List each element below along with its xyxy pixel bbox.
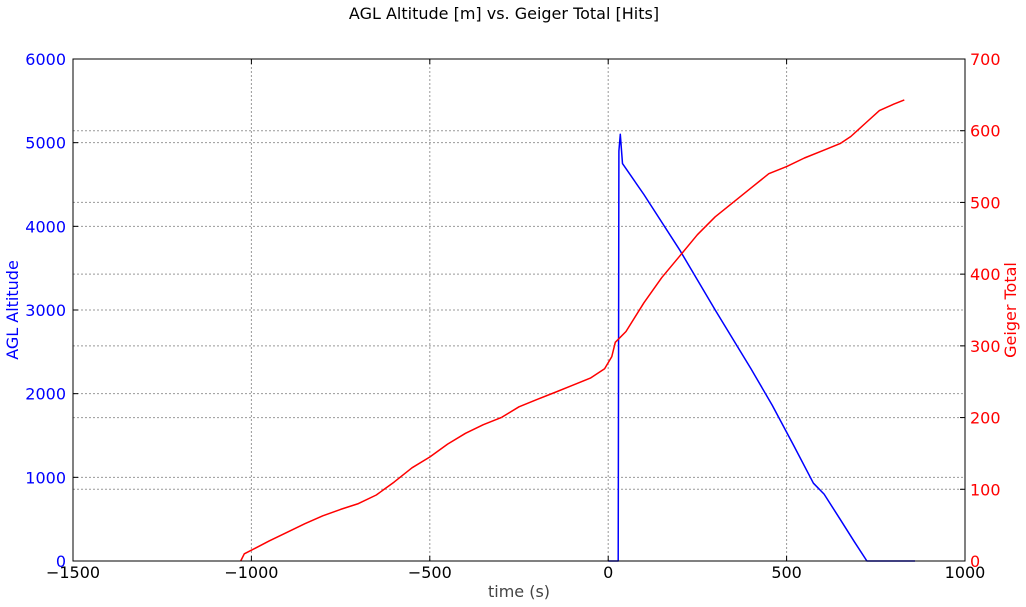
left-y-tick-label: 3000 xyxy=(25,301,66,320)
left-y-tick-label: 5000 xyxy=(25,134,66,153)
x-tick-label: 500 xyxy=(771,563,802,582)
altitude-series-line xyxy=(608,133,915,562)
geiger-series-line xyxy=(240,99,905,562)
right-y-axis-label: Geiger Total xyxy=(1001,262,1020,358)
right-y-tick-label: 700 xyxy=(970,50,1001,69)
chart-title: AGL Altitude [m] vs. Geiger Total [Hits] xyxy=(349,4,659,23)
x-tick-label: 0 xyxy=(603,563,613,582)
left-y-tick-label: 4000 xyxy=(25,217,66,236)
x-tick-label: 1000 xyxy=(945,563,986,582)
left-y-tick-label: 2000 xyxy=(25,385,66,404)
right-y-tick-label: 100 xyxy=(970,480,1001,499)
series-layer xyxy=(240,99,915,562)
right-y-tick-label: 300 xyxy=(970,337,1001,356)
left-y-tick-label: 6000 xyxy=(25,50,66,69)
left-y-tick-label: 0 xyxy=(56,552,66,571)
left-y-axis-label: AGL Altitude xyxy=(3,260,22,360)
right-y-tick-label: 500 xyxy=(970,193,1001,212)
ticks: −1500 −1000 −500 0 500 1000010002000300040005… xyxy=(25,50,1000,582)
x-tick-label: −1500 xyxy=(46,563,100,582)
right-y-tick-label: 0 xyxy=(970,552,980,571)
x-axis-label: time (s) xyxy=(488,582,550,601)
left-y-tick-label: 1000 xyxy=(25,468,66,487)
right-y-tick-label: 600 xyxy=(970,122,1001,141)
right-y-tick-label: 200 xyxy=(970,409,1001,428)
right-y-tick-label: 400 xyxy=(970,265,1001,284)
x-tick-label: −500 xyxy=(408,563,452,582)
x-tick-label: −1000 xyxy=(224,563,278,582)
grid xyxy=(73,59,965,561)
